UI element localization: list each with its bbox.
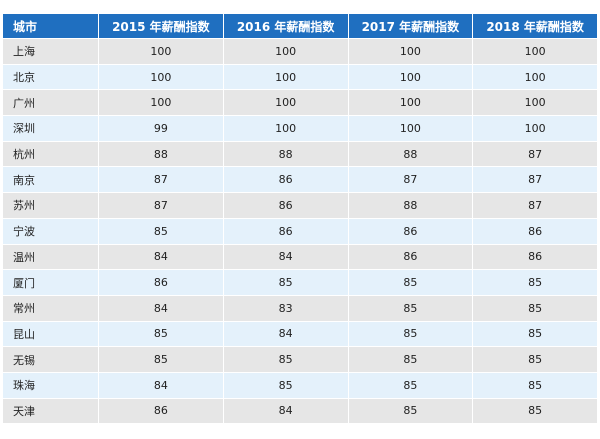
value-cell: 100 bbox=[222, 89, 349, 117]
table-row: 无锡 85 85 85 85 bbox=[2, 346, 598, 373]
value-cell: 85 bbox=[472, 320, 598, 348]
value-cell: 85 bbox=[347, 269, 474, 296]
city-cell: 南京 bbox=[2, 166, 99, 194]
value-cell: 88 bbox=[98, 140, 224, 168]
value-cell: 100 bbox=[472, 89, 598, 117]
value-cell: 85 bbox=[98, 346, 224, 373]
value-cell: 85 bbox=[347, 397, 474, 425]
value-cell: 88 bbox=[347, 140, 474, 168]
table-row: 厦门 86 85 85 85 bbox=[2, 269, 598, 296]
city-cell: 北京 bbox=[2, 63, 99, 91]
value-cell: 87 bbox=[98, 166, 224, 194]
value-cell: 86 bbox=[98, 269, 224, 296]
value-cell: 88 bbox=[222, 140, 349, 168]
value-cell: 100 bbox=[98, 89, 224, 117]
table-row: 天津 86 84 85 85 bbox=[2, 397, 598, 425]
table-row: 常州 84 83 85 85 bbox=[2, 294, 598, 322]
value-cell: 87 bbox=[472, 166, 598, 194]
value-cell: 84 bbox=[222, 397, 349, 425]
salary-table: 城市 2015 年薪酬指数 2016 年薪酬指数 2017 年薪酬指数 2018 年薪酬… bbox=[2, 13, 598, 425]
value-cell: 100 bbox=[472, 115, 598, 142]
header-cell: 城市 bbox=[2, 13, 99, 39]
table-row: 深圳 99 100 100 100 bbox=[2, 115, 598, 142]
header-cell: 2018 年薪酬指数 bbox=[472, 13, 598, 39]
table-row: 昆山 85 84 85 85 bbox=[2, 320, 598, 348]
value-cell: 85 bbox=[98, 217, 224, 245]
table-row: 南京 87 86 87 87 bbox=[2, 166, 598, 194]
header-cell: 2016 年薪酬指数 bbox=[222, 13, 349, 39]
value-cell: 100 bbox=[98, 63, 224, 91]
city-cell: 珠海 bbox=[2, 371, 99, 399]
value-cell: 100 bbox=[472, 38, 598, 65]
value-cell: 85 bbox=[472, 294, 598, 322]
city-cell: 无锡 bbox=[2, 346, 99, 373]
city-cell: 上海 bbox=[2, 38, 99, 65]
value-cell: 100 bbox=[347, 89, 474, 117]
value-cell: 87 bbox=[347, 166, 474, 194]
value-cell: 85 bbox=[347, 346, 474, 373]
value-cell: 84 bbox=[98, 294, 224, 322]
value-cell: 85 bbox=[472, 269, 598, 296]
value-cell: 85 bbox=[347, 294, 474, 322]
value-cell: 85 bbox=[472, 346, 598, 373]
table-row: 温州 84 84 86 86 bbox=[2, 243, 598, 271]
value-cell: 87 bbox=[472, 192, 598, 219]
value-cell: 84 bbox=[98, 371, 224, 399]
header-cell: 2017 年薪酬指数 bbox=[347, 13, 474, 39]
city-cell: 常州 bbox=[2, 294, 99, 322]
value-cell: 99 bbox=[98, 115, 224, 142]
table-row: 广州 100 100 100 100 bbox=[2, 89, 598, 117]
value-cell: 100 bbox=[347, 38, 474, 65]
value-cell: 85 bbox=[222, 371, 349, 399]
city-cell: 温州 bbox=[2, 243, 99, 271]
value-cell: 86 bbox=[472, 243, 598, 271]
value-cell: 100 bbox=[222, 63, 349, 91]
value-cell: 100 bbox=[347, 115, 474, 142]
value-cell: 85 bbox=[347, 320, 474, 348]
value-cell: 85 bbox=[222, 346, 349, 373]
value-cell: 86 bbox=[222, 217, 349, 245]
value-cell: 86 bbox=[222, 192, 349, 219]
value-cell: 86 bbox=[347, 243, 474, 271]
value-cell: 100 bbox=[98, 38, 224, 65]
value-cell: 86 bbox=[98, 397, 224, 425]
table-row: 北京 100 100 100 100 bbox=[2, 63, 598, 91]
city-cell: 深圳 bbox=[2, 115, 99, 142]
value-cell: 85 bbox=[347, 371, 474, 399]
table-row: 珠海 84 85 85 85 bbox=[2, 371, 598, 399]
value-cell: 100 bbox=[222, 115, 349, 142]
city-cell: 杭州 bbox=[2, 140, 99, 168]
city-cell: 厦门 bbox=[2, 269, 99, 296]
value-cell: 100 bbox=[472, 63, 598, 91]
value-cell: 85 bbox=[222, 269, 349, 296]
header-cell: 2015 年薪酬指数 bbox=[98, 13, 224, 39]
city-cell: 广州 bbox=[2, 89, 99, 117]
table-row: 苏州 87 86 88 87 bbox=[2, 192, 598, 219]
table-row: 宁波 85 86 86 86 bbox=[2, 217, 598, 245]
value-cell: 85 bbox=[472, 397, 598, 425]
table-body: 上海 100 100 100 100 北京 100 100 100 100 广州 100 100 100 1… bbox=[2, 38, 598, 425]
city-cell: 苏州 bbox=[2, 192, 99, 219]
value-cell: 86 bbox=[472, 217, 598, 245]
value-cell: 86 bbox=[347, 217, 474, 245]
city-cell: 昆山 bbox=[2, 320, 99, 348]
table-row: 杭州 88 88 88 87 bbox=[2, 140, 598, 168]
value-cell: 83 bbox=[222, 294, 349, 322]
city-cell: 宁波 bbox=[2, 217, 99, 245]
city-cell: 天津 bbox=[2, 397, 99, 425]
value-cell: 85 bbox=[98, 320, 224, 348]
table-row: 上海 100 100 100 100 bbox=[2, 38, 598, 65]
value-cell: 84 bbox=[98, 243, 224, 271]
value-cell: 86 bbox=[222, 166, 349, 194]
value-cell: 88 bbox=[347, 192, 474, 219]
value-cell: 100 bbox=[222, 38, 349, 65]
value-cell: 85 bbox=[472, 371, 598, 399]
header-row: 城市 2015 年薪酬指数 2016 年薪酬指数 2017 年薪酬指数 2018 年薪酬… bbox=[2, 13, 598, 39]
value-cell: 84 bbox=[222, 320, 349, 348]
value-cell: 84 bbox=[222, 243, 349, 271]
value-cell: 87 bbox=[472, 140, 598, 168]
value-cell: 87 bbox=[98, 192, 224, 219]
value-cell: 100 bbox=[347, 63, 474, 91]
